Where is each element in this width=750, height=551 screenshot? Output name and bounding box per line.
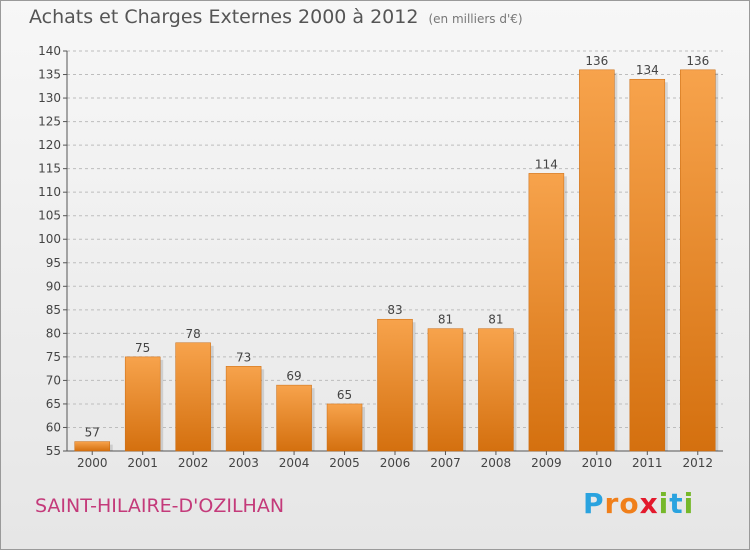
proxiti-logo: Proxiti (583, 487, 694, 520)
logo-letter: r (604, 487, 620, 520)
y-tick-label: 120 (38, 138, 61, 152)
bar (225, 366, 262, 452)
x-tick-label: 2012 (682, 456, 713, 470)
y-tick-label: 105 (38, 209, 61, 223)
y-tick-label: 85 (46, 303, 61, 317)
y-tick-label: 125 (38, 115, 61, 129)
y-tick-label: 55 (46, 444, 61, 458)
data-label: 114 (535, 157, 558, 171)
data-label: 73 (236, 350, 251, 364)
logo-letter: t (669, 487, 684, 520)
data-label: 81 (488, 313, 503, 327)
data-label: 78 (186, 327, 201, 341)
data-label: 57 (85, 426, 100, 440)
data-label: 81 (438, 313, 453, 327)
axes: 55 60 65 70 75 80 85 90 95 100 105 110 115 120 125 130 1… (38, 44, 723, 470)
x-tick-label: 2010 (582, 456, 613, 470)
logo-letter: i (658, 487, 670, 520)
bar (427, 328, 464, 452)
y-tick-label: 65 (46, 397, 61, 411)
bar (478, 328, 514, 452)
x-tick-label: 2002 (178, 456, 209, 470)
x-tick-label: 2007 (430, 456, 461, 470)
x-tick-label: 2006 (380, 456, 411, 470)
logo-letter: i (683, 487, 695, 520)
x-tick-label: 2000 (77, 456, 108, 470)
y-tick-label: 140 (38, 44, 61, 58)
bar (326, 403, 363, 452)
bar (629, 78, 666, 452)
y-tick-label: 90 (46, 279, 61, 293)
y-tick-label: 100 (38, 232, 61, 246)
y-tick-label: 95 (46, 256, 61, 270)
y-tick-label: 110 (38, 185, 61, 199)
data-labels: 57 75 78 73 69 65 83 81 81 114 136 134 136 (85, 54, 710, 440)
data-label: 65 (337, 388, 352, 402)
bar (377, 318, 413, 452)
y-tick-label: 135 (38, 68, 61, 82)
y-tick-label: 60 (46, 420, 61, 434)
chart-title-text: Achats et Charges Externes 2000 à 2012 (29, 6, 419, 28)
data-label: 75 (135, 341, 150, 355)
bar (579, 69, 615, 452)
bar (124, 356, 161, 452)
x-tick-label: 2004 (279, 456, 310, 470)
x-tick-label: 2009 (531, 456, 562, 470)
bar (276, 384, 312, 452)
x-tick-label: 2008 (481, 456, 512, 470)
y-tick-label: 115 (38, 162, 61, 176)
bars (74, 69, 719, 452)
data-label: 69 (286, 369, 301, 383)
bar (528, 173, 565, 452)
x-tick-label: 2011 (632, 456, 663, 470)
y-tick-label: 70 (46, 373, 61, 387)
data-label: 136 (686, 54, 709, 68)
chart-title: Achats et Charges Externes 2000 à 2012 (e… (29, 6, 523, 28)
logo-letter: P (583, 487, 605, 520)
y-tick-label: 130 (38, 91, 61, 105)
logo-letter: x (639, 487, 659, 520)
bar (680, 69, 716, 452)
data-label: 134 (636, 63, 659, 77)
commune-name: SAINT-HILAIRE-D'OZILHAN (35, 495, 285, 517)
y-tick-label: 75 (46, 350, 61, 364)
chart-subtitle: (en milliers d'€) (428, 12, 523, 26)
data-label: 136 (585, 54, 608, 68)
bar (175, 342, 211, 452)
bar (74, 441, 110, 452)
x-tick-label: 2003 (228, 456, 259, 470)
x-tick-label: 2005 (329, 456, 360, 470)
y-tick-label: 80 (46, 326, 61, 340)
logo-letter: o (619, 487, 640, 520)
x-tick-label: 2001 (127, 456, 158, 470)
data-label: 83 (387, 303, 402, 317)
